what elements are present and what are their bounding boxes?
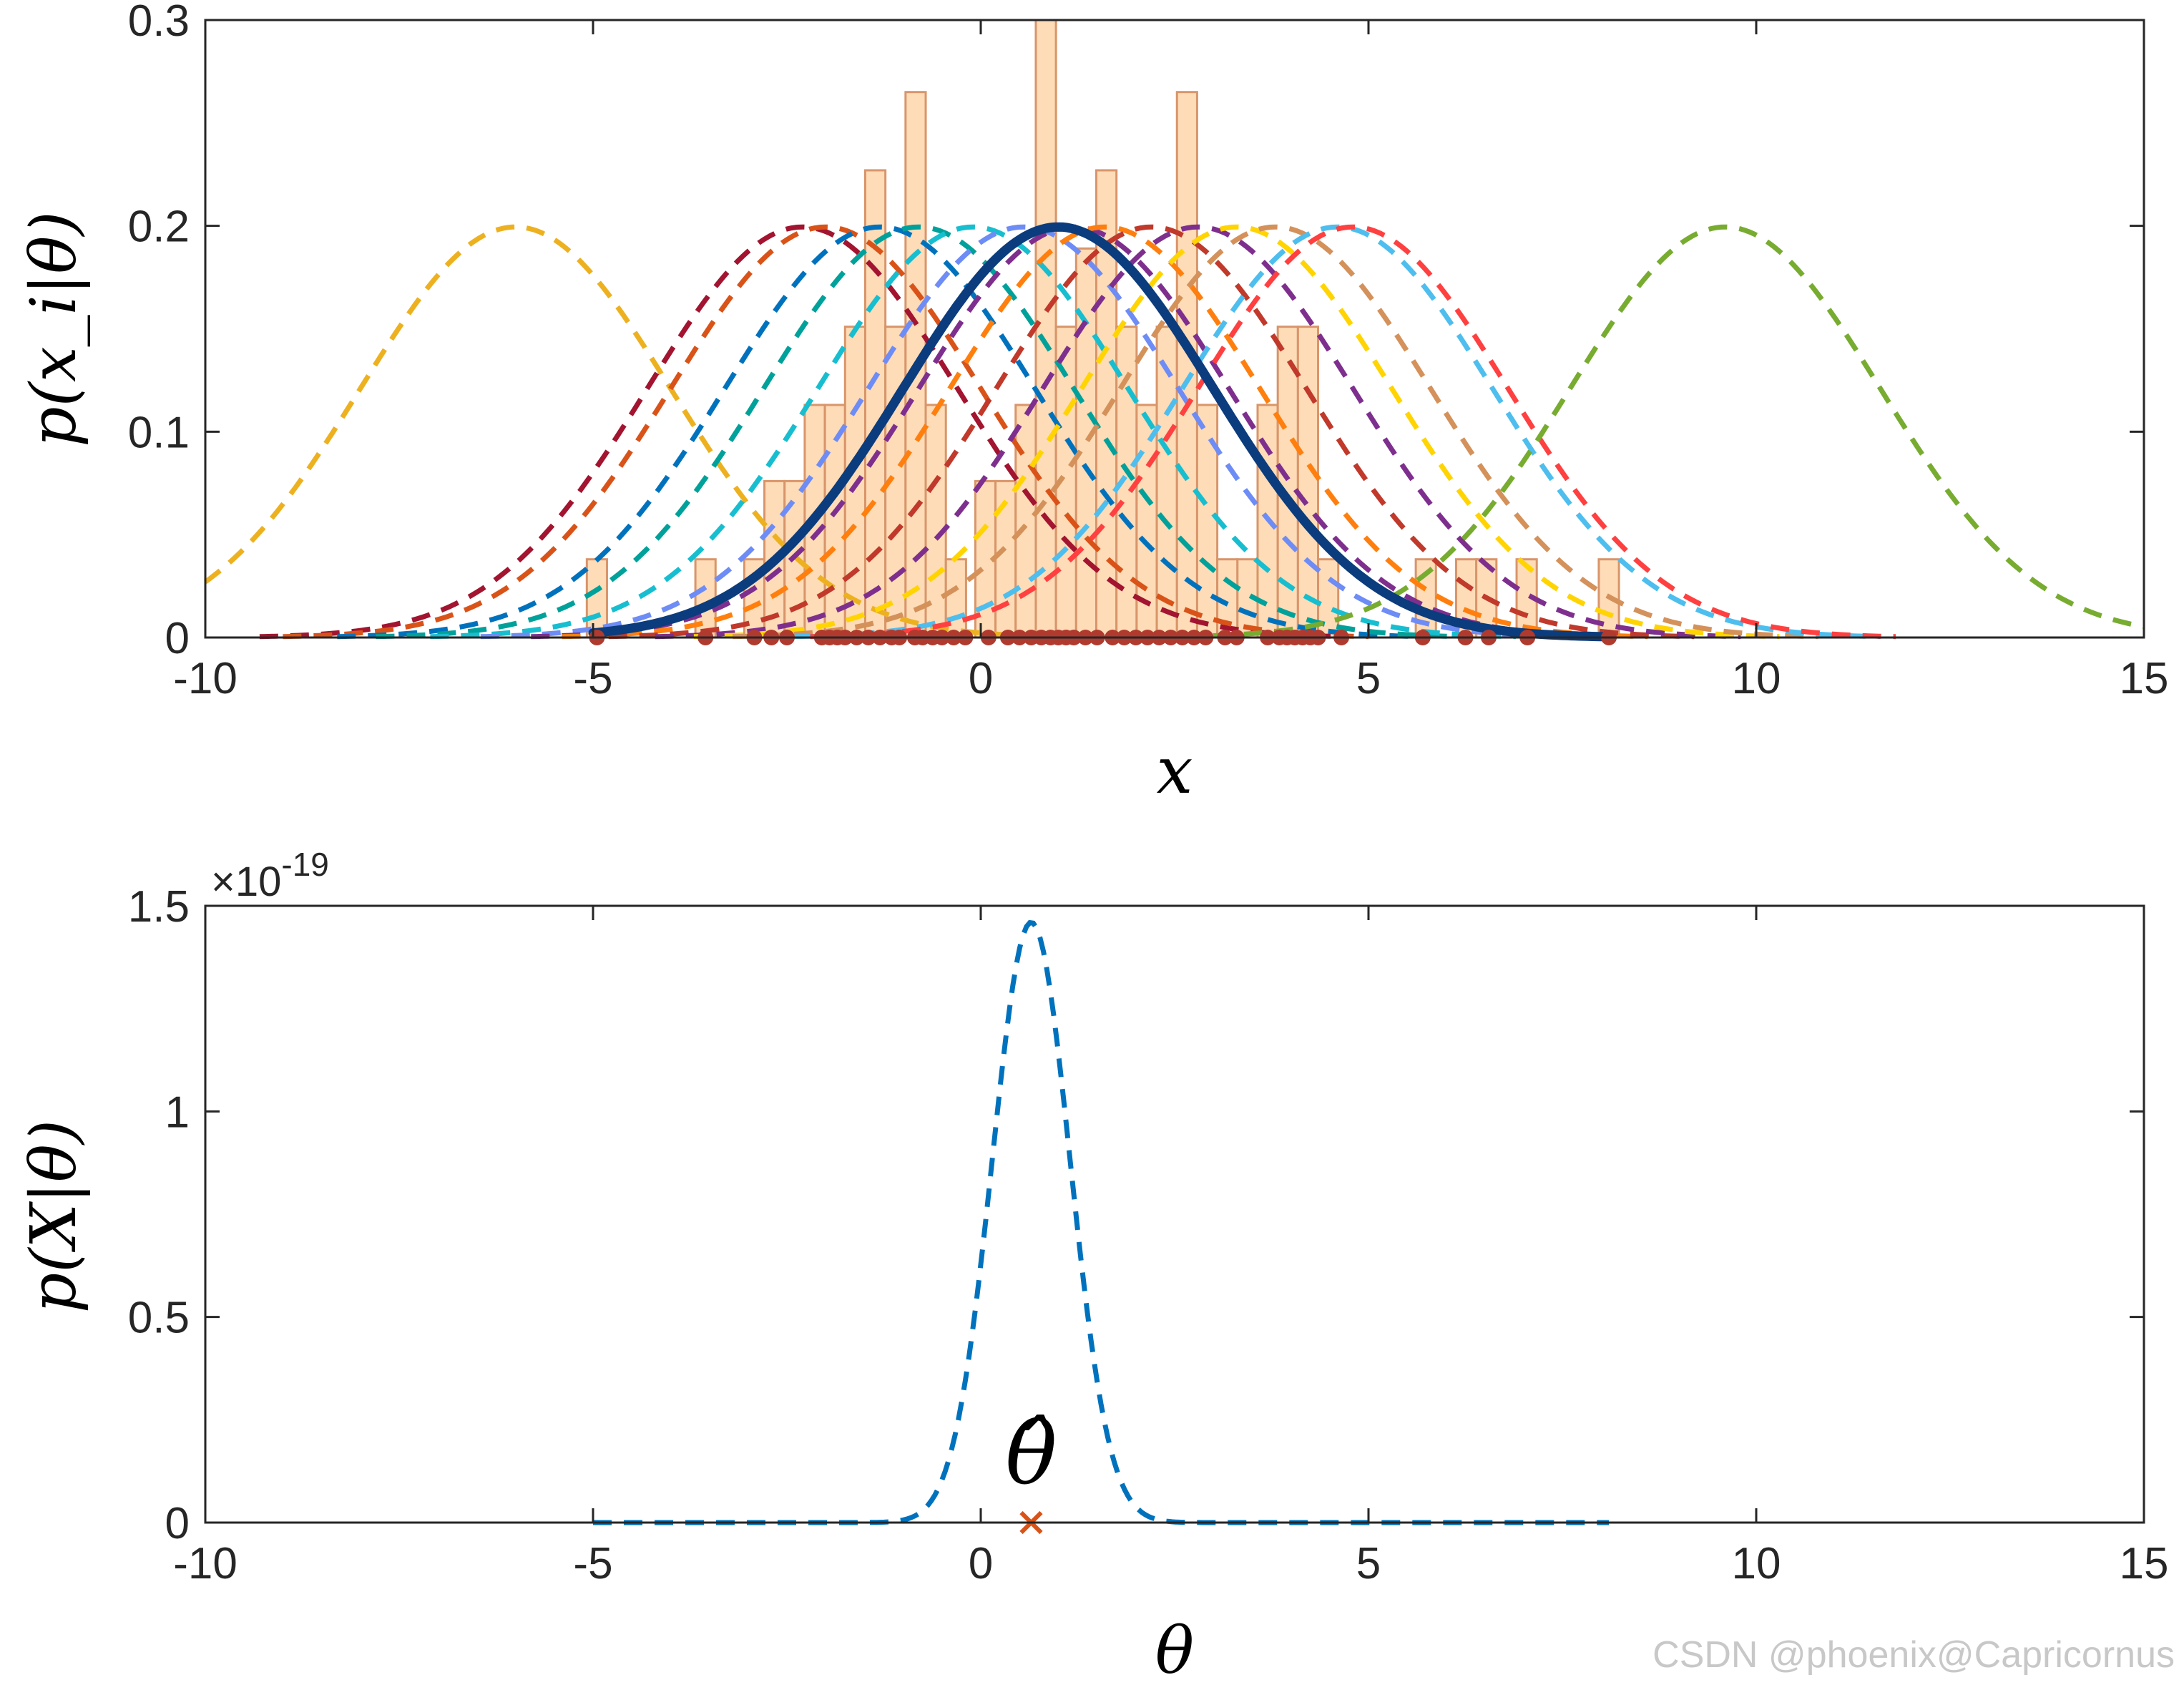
bottom-y-exponent-base: ×10 bbox=[211, 859, 281, 905]
solid-gaussian-curve bbox=[588, 222, 1614, 642]
dashed-gaussian bbox=[655, 224, 1741, 640]
dashed-gaussian bbox=[562, 224, 1648, 640]
top-x-axis-label: x bbox=[1157, 733, 1193, 809]
top-y-tick-label: 0.2 bbox=[128, 202, 190, 252]
bottom-y-axis-label: p(X|θ) bbox=[16, 1120, 90, 1313]
dashed-gaussian bbox=[608, 224, 1695, 640]
dashed-gaussian bbox=[693, 224, 1780, 640]
bottom-x-tick-label: -10 bbox=[173, 1539, 238, 1588]
top-x-tick-label: 10 bbox=[1732, 654, 1781, 703]
bottom-x-tick-label: -5 bbox=[573, 1539, 612, 1588]
top-x-tick-label: -10 bbox=[173, 654, 238, 703]
top-x-tick-label: 0 bbox=[969, 654, 993, 703]
histogram-bar bbox=[1014, 404, 1037, 639]
bottom-panel: θ̂ -10 -5 0 5 10 15 0 0.5 1 1.5 ×10-19 θ p(X|θ) bbox=[16, 846, 2168, 1689]
histogram-bar bbox=[1195, 404, 1219, 639]
bottom-y-exponent-power: -19 bbox=[281, 846, 328, 883]
top-y-tick-label: 0.1 bbox=[128, 408, 190, 457]
bottom-x-axis-label: θ bbox=[1155, 1613, 1194, 1689]
top-x-tick-label: -5 bbox=[573, 654, 612, 703]
dashed-gaussian bbox=[430, 224, 1517, 640]
bottom-y-exponent: ×10-19 bbox=[211, 846, 329, 905]
estimate-label: θ̂ bbox=[1005, 1405, 1057, 1504]
bottom-y-tick-label: 0.5 bbox=[128, 1294, 190, 1343]
bottom-x-tick-label: 10 bbox=[1732, 1539, 1781, 1588]
bottom-x-ticks: -10 -5 0 5 10 15 bbox=[173, 906, 2168, 1588]
top-panel: -10 -5 0 5 10 15 0 0.1 0.2 0.3 x p(x_i|θ) bbox=[16, 0, 2168, 809]
bottom-y-tick-label: 0 bbox=[165, 1499, 190, 1548]
dashed-gaussian bbox=[733, 224, 1818, 640]
top-x-tick-label: 5 bbox=[1356, 654, 1381, 703]
bottom-x-tick-label: 15 bbox=[2120, 1539, 2169, 1588]
histogram-bar bbox=[1155, 326, 1178, 639]
dashed-gaussian bbox=[1182, 224, 2145, 640]
top-y-ticks: 0 0.1 0.2 0.3 bbox=[128, 0, 2144, 663]
dashed-gaussian bbox=[259, 224, 1346, 640]
top-x-ticks: -10 -5 0 5 10 15 bbox=[173, 20, 2168, 703]
dashed-gaussian bbox=[203, 224, 1059, 640]
histogram-bar bbox=[1296, 326, 1320, 639]
top-y-axis-label: p(x_i|θ) bbox=[16, 211, 90, 446]
bottom-y-tick-label: 1 bbox=[165, 1088, 190, 1137]
dashed-gaussian bbox=[283, 224, 1369, 640]
watermark: CSDN @phoenix@Capricornus bbox=[1652, 1634, 2175, 1676]
bottom-axes-box bbox=[204, 904, 2145, 1524]
bottom-x-tick-label: 5 bbox=[1356, 1539, 1381, 1588]
top-y-tick-label: 0 bbox=[165, 614, 190, 663]
histogram-bar bbox=[1034, 19, 1057, 639]
top-x-tick-label: 15 bbox=[2120, 654, 2169, 703]
dashed-gaussian bbox=[337, 224, 1423, 640]
bottom-y-ticks: 0 0.5 1 1.5 bbox=[128, 882, 2144, 1548]
dashed-gaussian bbox=[480, 224, 1567, 640]
dashed-gaussian bbox=[810, 224, 1896, 640]
bottom-x-tick-label: 0 bbox=[969, 1539, 993, 1588]
dashed-gaussian bbox=[376, 224, 1462, 640]
likelihood-curve bbox=[593, 919, 1609, 1525]
top-axes-box bbox=[204, 19, 2145, 639]
bottom-y-tick-label: 1.5 bbox=[128, 882, 190, 932]
top-y-tick-label: 0.3 bbox=[128, 0, 190, 46]
